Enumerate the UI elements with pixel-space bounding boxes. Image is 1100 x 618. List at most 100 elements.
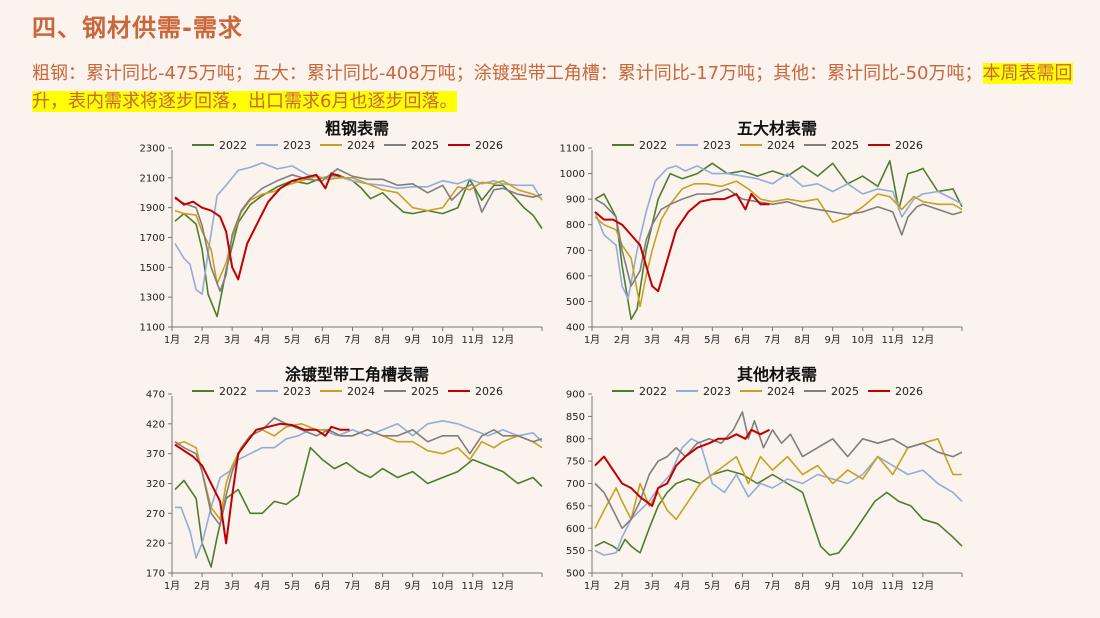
series-line-2026 <box>594 428 770 507</box>
x-tick-label: 6月 <box>314 580 330 592</box>
x-tick-label: 1月 <box>164 334 180 346</box>
y-tick-label: 1000 <box>560 169 585 180</box>
x-tick-label: 10月 <box>851 334 874 346</box>
chart-crude-steel-demand: 粗钢表需 2022 2023 2024 2025 2026 1100 1300 1500 1700… <box>120 112 550 357</box>
y-tick-label: 550 <box>566 546 585 557</box>
series-line-2022 <box>594 469 963 556</box>
y-tick-label: 320 <box>146 479 165 490</box>
series-line-2022 <box>174 446 543 568</box>
x-tick-label: 3月 <box>644 580 660 592</box>
y-tick-label: 270 <box>146 509 165 520</box>
x-tick-label: 5月 <box>284 334 300 346</box>
x-tick-label: 2月 <box>614 334 630 346</box>
legend-label-2025: 2025 <box>831 385 859 398</box>
y-tick-label: 470 <box>146 390 165 401</box>
x-tick-label: 6月 <box>734 334 750 346</box>
series-line-2023 <box>594 438 963 556</box>
series-line-2023 <box>175 419 543 559</box>
chart-svg: 五大材表需 2022 2023 2024 2025 2026 400 500 600 700 800… <box>560 119 963 346</box>
x-tick-label: 2月 <box>194 580 210 592</box>
x-tick-label: 10月 <box>431 334 454 346</box>
x-tick-label: 2月 <box>194 334 210 346</box>
x-tick-label: 11月 <box>461 580 484 592</box>
series-line-2026 <box>174 422 350 545</box>
summary-part1: 粗钢：累计同比-475万吨；五大：累计同比-408万吨；涂镀型带工角槽：累计同比… <box>32 63 983 84</box>
x-tick-label: 8月 <box>374 334 390 346</box>
x-tick-label: 11月 <box>881 580 904 592</box>
y-tick-label: 1900 <box>140 203 165 214</box>
chart-other-steel-demand: 其他材表需 2022 2023 2024 2025 2026 500 550 600 650 700… <box>540 358 970 603</box>
series-line-2022 <box>174 173 543 318</box>
x-tick-label: 12月 <box>912 580 935 592</box>
x-tick-label: 7月 <box>344 334 360 346</box>
y-tick-label: 700 <box>566 479 585 490</box>
x-tick-label: 9月 <box>404 334 420 346</box>
x-tick-label: 5月 <box>704 334 720 346</box>
legend-label-2025: 2025 <box>411 139 439 152</box>
x-tick-label: 2月 <box>614 580 630 592</box>
x-tick-label: 7月 <box>764 334 780 346</box>
legend-label-2026: 2026 <box>475 385 503 398</box>
x-tick-label: 1月 <box>164 580 180 592</box>
y-tick-label: 900 <box>566 195 585 206</box>
series-line-2026 <box>594 193 770 293</box>
legend-label-2025: 2025 <box>831 139 859 152</box>
x-tick-label: 4月 <box>254 580 270 592</box>
legend-label-2023: 2023 <box>703 385 731 398</box>
legend-label-2024: 2024 <box>767 385 795 398</box>
y-tick-label: 420 <box>146 419 165 430</box>
x-tick-label: 1月 <box>584 580 600 592</box>
x-tick-label: 6月 <box>314 334 330 346</box>
page-title: 四、钢材供需-需求 <box>32 14 243 42</box>
series-line-2023 <box>594 165 963 300</box>
x-tick-label: 7月 <box>344 580 360 592</box>
chart-title: 其他材表需 <box>737 365 817 384</box>
x-tick-label: 3月 <box>644 334 660 346</box>
x-tick-label: 4月 <box>674 580 690 592</box>
legend-label-2025: 2025 <box>411 385 439 398</box>
x-tick-label: 3月 <box>224 580 240 592</box>
legend-label-2023: 2023 <box>283 139 311 152</box>
x-tick-label: 10月 <box>851 580 874 592</box>
series-line-2024 <box>174 175 543 285</box>
y-tick-label: 900 <box>566 390 585 401</box>
series-line-2025 <box>594 188 963 287</box>
y-tick-label: 2300 <box>140 144 165 155</box>
legend-label-2026: 2026 <box>895 139 923 152</box>
x-tick-label: 5月 <box>704 580 720 592</box>
legend-label-2022: 2022 <box>639 385 667 398</box>
legend-label-2026: 2026 <box>475 139 503 152</box>
y-tick-label: 800 <box>566 220 585 231</box>
x-tick-label: 4月 <box>254 334 270 346</box>
x-tick-label: 11月 <box>881 334 904 346</box>
series-line-2025 <box>174 168 543 292</box>
legend-label-2022: 2022 <box>219 385 247 398</box>
x-tick-label: 5月 <box>284 580 300 592</box>
y-tick-label: 1100 <box>140 323 165 334</box>
chart-svg: 粗钢表需 2022 2023 2024 2025 2026 1100 1300 1500 1700… <box>140 119 543 346</box>
y-tick-label: 2100 <box>140 173 165 184</box>
y-tick-label: 220 <box>146 539 165 550</box>
x-tick-label: 12月 <box>492 580 515 592</box>
y-tick-label: 170 <box>146 569 165 580</box>
chart-five-major-demand: 五大材表需 2022 2023 2024 2025 2026 400 500 600 700 800… <box>540 112 970 357</box>
y-tick-label: 750 <box>566 457 585 468</box>
y-tick-label: 370 <box>146 449 165 460</box>
x-tick-label: 10月 <box>431 580 454 592</box>
x-tick-label: 1月 <box>584 334 600 346</box>
chart-svg: 其他材表需 2022 2023 2024 2025 2026 500 550 600 650 700… <box>566 365 963 592</box>
y-tick-label: 600 <box>566 271 585 282</box>
legend-label-2022: 2022 <box>219 139 247 152</box>
x-tick-label: 8月 <box>794 334 810 346</box>
series-line-2025 <box>594 411 963 530</box>
series-line-2025 <box>174 417 543 527</box>
legend-label-2022: 2022 <box>639 139 667 152</box>
chart-title: 涂镀型带工角槽表需 <box>285 365 429 384</box>
y-tick-label: 1500 <box>140 263 165 274</box>
x-tick-label: 9月 <box>824 334 840 346</box>
x-tick-label: 9月 <box>404 580 420 592</box>
x-tick-label: 11月 <box>461 334 484 346</box>
y-tick-label: 500 <box>566 569 585 580</box>
x-tick-label: 6月 <box>734 580 750 592</box>
y-tick-label: 1300 <box>140 293 165 304</box>
